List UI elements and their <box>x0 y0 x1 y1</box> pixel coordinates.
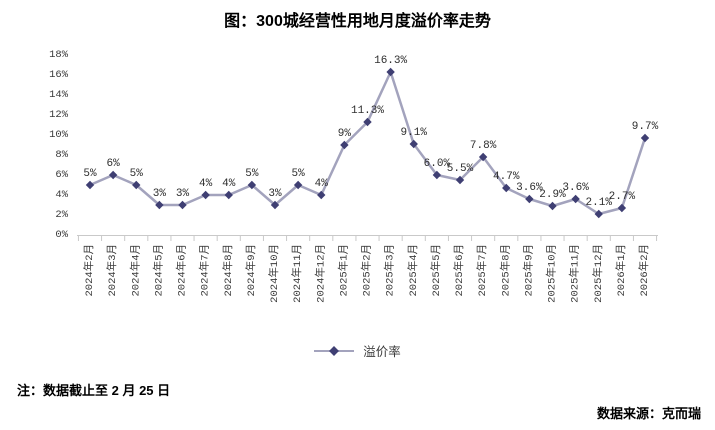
x-axis-tick-label: 2026年1月 <box>614 244 628 297</box>
data-point-marker <box>502 183 511 193</box>
data-point-marker <box>525 194 534 204</box>
data-point-label: 3.6% <box>562 182 589 194</box>
data-point-marker <box>270 200 280 210</box>
x-axis-tick-label: 2025年2月 <box>360 244 374 297</box>
data-point-label: 5% <box>245 168 259 180</box>
data-point-label: 5% <box>83 168 97 180</box>
data-point-marker <box>132 180 141 190</box>
data-point-marker <box>108 170 118 180</box>
chart-title: 图：300城经营性用地月度溢价率走势 <box>224 13 491 30</box>
x-axis-tick-label: 2025年10月 <box>545 244 559 303</box>
data-point-marker <box>247 180 257 190</box>
data-point-label: 9% <box>338 128 352 140</box>
data-point-label: 6% <box>107 158 121 170</box>
x-axis-tick-label: 2024年8月 <box>221 244 235 297</box>
data-point-marker <box>293 180 303 190</box>
data-point-label: 5% <box>292 168 306 180</box>
data-point-label: 5.5% <box>447 163 474 175</box>
legend-line-marker-icon <box>314 345 355 356</box>
x-axis-tick-label: 2025年4月 <box>406 244 420 297</box>
data-point-label: 3% <box>176 188 190 200</box>
data-point-label: 2.9% <box>539 189 566 201</box>
x-axis-tick-label: 2025年8月 <box>498 244 512 297</box>
data-point-label: 4.7% <box>493 171 520 183</box>
data-point-label: 3.6% <box>516 182 543 194</box>
data-point-label: 4% <box>199 178 213 190</box>
x-axis-tick-label: 2025年11月 <box>568 244 582 303</box>
x-axis-tick-label: 2025年6月 <box>452 244 466 297</box>
data-point-label: 3% <box>268 188 282 200</box>
data-point-label: 6.0% <box>424 158 451 170</box>
y-axis-tick-label: 10% <box>49 129 69 141</box>
data-point-marker <box>594 209 603 219</box>
x-axis-tick-label: 2024年4月 <box>128 244 142 297</box>
legend-label: 溢价率 <box>363 345 401 359</box>
data-point-label: 9.7% <box>632 121 659 133</box>
data-point-marker <box>478 152 488 162</box>
data-source-text: 数据来源：克而瑞 <box>596 406 701 421</box>
x-axis-tick-label: 2024年3月 <box>105 244 119 297</box>
x-axis-tick-label: 2026年2月 <box>637 244 651 297</box>
x-axis-tick-label: 2025年1月 <box>336 244 350 297</box>
legend-diamond-icon <box>329 345 340 356</box>
y-axis-tick-label: 2% <box>55 209 68 221</box>
x-axis-tick-label: 2024年11月 <box>290 244 304 303</box>
x-axis-tick-label: 2025年5月 <box>429 244 443 297</box>
data-point-marker <box>201 190 210 200</box>
data-point-marker <box>85 180 95 190</box>
x-axis-tick-label: 2024年7月 <box>198 244 212 297</box>
data-point-marker <box>409 139 418 149</box>
x-axis-tick-label: 2025年12月 <box>591 244 605 303</box>
data-point-label: 2.1% <box>586 197 613 209</box>
y-axis-tick-label: 4% <box>55 189 68 201</box>
x-axis-tick-label: 2024年2月 <box>82 244 96 297</box>
footnote-text: 注：数据截止至 2 月 25 日 <box>17 383 171 398</box>
y-axis-tick-label: 18% <box>49 49 69 61</box>
data-point-marker <box>363 117 372 127</box>
data-point-marker <box>224 190 233 200</box>
data-point-marker <box>386 67 395 77</box>
data-point-label: 7.8% <box>470 140 497 152</box>
data-point-marker <box>432 170 442 180</box>
y-axis-tick-label: 14% <box>49 89 69 101</box>
data-point-label: 2.7% <box>609 191 636 203</box>
data-point-marker <box>317 190 326 200</box>
y-axis-tick-label: 0% <box>55 229 68 241</box>
chart-canvas: 0% 2% 4% 6% 8% 10% 12% 14% 16% 18% 2024年2月 2024年3月 2… <box>49 49 659 303</box>
data-point-marker <box>548 201 557 211</box>
x-axis-tick-label: 2024年5月 <box>151 244 165 297</box>
x-axis-tick-label: 2024年12月 <box>313 244 327 303</box>
y-axis-tick-label: 6% <box>55 169 68 181</box>
y-axis-tick-label: 16% <box>49 69 69 81</box>
data-point-label: 4% <box>222 178 236 190</box>
data-point-label: 5% <box>130 168 144 180</box>
data-point-marker <box>571 194 580 204</box>
data-point-label: 9.1% <box>401 127 428 139</box>
y-axis-tick-label: 8% <box>55 149 68 161</box>
x-axis-tick-label: 2024年6月 <box>175 244 189 297</box>
x-axis-tick-label: 2024年10月 <box>267 244 281 303</box>
x-axis-tick-label: 2025年9月 <box>521 244 535 297</box>
data-point-marker <box>155 200 164 210</box>
data-point-marker <box>455 175 465 185</box>
x-axis-tick-label: 2025年7月 <box>475 244 489 297</box>
data-point-label: 3% <box>153 188 167 200</box>
data-point-marker <box>640 133 650 143</box>
data-point-marker <box>617 203 627 213</box>
data-point-marker <box>178 200 187 210</box>
legend: 溢价率 <box>0 341 715 360</box>
data-point-marker <box>340 140 349 150</box>
x-axis-tick-label: 2025年3月 <box>383 244 397 297</box>
data-point-label: 11.3% <box>351 105 384 117</box>
data-point-label: 16.3% <box>374 55 407 67</box>
y-axis-tick-label: 12% <box>49 109 69 121</box>
data-point-label: 4% <box>315 178 329 190</box>
x-axis-tick-label: 2024年9月 <box>244 244 258 297</box>
